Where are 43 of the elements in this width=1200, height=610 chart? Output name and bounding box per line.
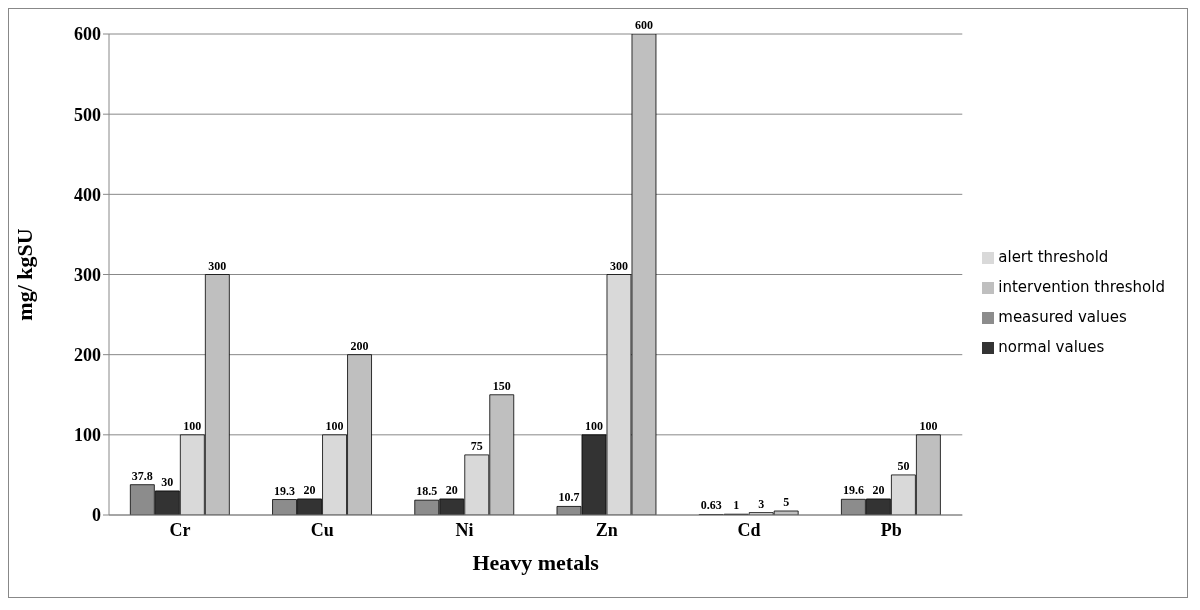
data-label: 20 bbox=[445, 482, 458, 497]
x-tick-label: Cd bbox=[737, 519, 761, 540]
data-label: 30 bbox=[161, 474, 174, 489]
data-label: 18.5 bbox=[416, 484, 438, 499]
data-label: 3 bbox=[758, 496, 765, 511]
data-label: 10.7 bbox=[558, 490, 580, 505]
data-label: 20 bbox=[303, 482, 316, 497]
x-tick-label: Pb bbox=[880, 519, 902, 540]
data-label: 75 bbox=[470, 438, 483, 453]
data-label: 300 bbox=[609, 258, 628, 273]
x-tick-label: Cr bbox=[169, 519, 191, 540]
y-axis-title: mg/ kgSU bbox=[11, 228, 37, 321]
data-label: 19.3 bbox=[274, 483, 296, 498]
x-tick-label: Zn bbox=[595, 519, 618, 540]
data-label: 50 bbox=[897, 458, 910, 473]
legend-label: intervention threshold bbox=[998, 278, 1165, 296]
data-label: 600 bbox=[634, 18, 653, 32]
data-label: 300 bbox=[208, 258, 227, 273]
y-tick-label: 400 bbox=[74, 184, 101, 205]
y-tick-label: 300 bbox=[74, 264, 101, 285]
y-tick-label: 0 bbox=[92, 505, 101, 526]
y-tick-label: 100 bbox=[74, 425, 101, 446]
x-axis-title: Heavy metals bbox=[472, 550, 600, 575]
x-tick-label: Ni bbox=[455, 519, 474, 540]
data-label: 20 bbox=[872, 482, 885, 497]
data-label: 100 bbox=[584, 418, 603, 433]
data-label: 37.8 bbox=[131, 468, 153, 483]
y-tick-label: 600 bbox=[74, 24, 101, 45]
x-tick-label: Cu bbox=[310, 519, 334, 540]
data-label: 100 bbox=[183, 418, 202, 433]
data-label: 100 bbox=[325, 418, 344, 433]
data-label: 0.63 bbox=[700, 498, 722, 513]
data-label: 200 bbox=[350, 338, 369, 353]
legend-label: measured values bbox=[998, 308, 1127, 326]
data-label: 19.6 bbox=[842, 483, 864, 498]
legend-label: alert threshold bbox=[998, 248, 1109, 266]
y-tick-label: 200 bbox=[74, 345, 101, 366]
y-tick-label: 500 bbox=[74, 104, 101, 125]
data-label: 150 bbox=[492, 378, 511, 393]
data-label: 1 bbox=[733, 498, 740, 513]
data-label: 5 bbox=[783, 494, 790, 509]
legend-label: normal values bbox=[998, 338, 1105, 356]
data-label: 100 bbox=[919, 418, 938, 433]
